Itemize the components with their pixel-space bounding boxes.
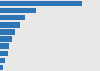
Bar bbox=[0, 51, 8, 56]
Bar bbox=[0, 43, 9, 49]
Bar bbox=[0, 29, 15, 35]
Bar bbox=[0, 58, 6, 63]
Bar bbox=[0, 65, 3, 70]
Bar bbox=[0, 15, 25, 20]
Bar bbox=[0, 22, 20, 28]
Bar bbox=[0, 1, 82, 6]
Bar bbox=[0, 8, 36, 13]
Bar bbox=[0, 36, 12, 42]
